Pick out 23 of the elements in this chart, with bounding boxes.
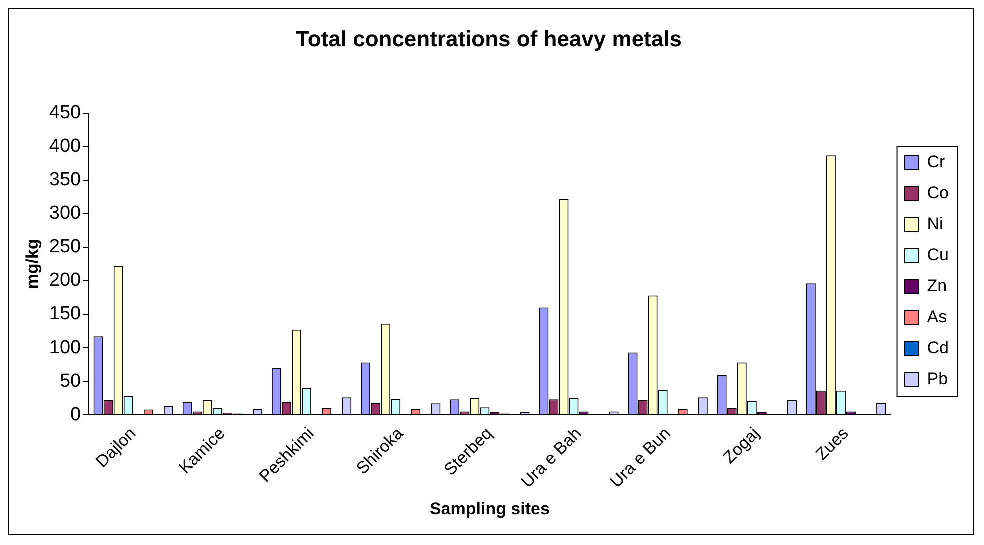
legend-label: Pb xyxy=(927,370,948,389)
legend-label: Cd xyxy=(927,338,950,358)
legend-label: Cu xyxy=(927,246,950,265)
legend-label: Co xyxy=(927,184,950,203)
x-axis-title: Sampling sites xyxy=(430,499,550,518)
legend-label: As xyxy=(927,308,948,327)
y-tick-label: 150 xyxy=(49,304,82,325)
y-tick-label: 350 xyxy=(49,170,82,191)
y-tick-label: 400 xyxy=(49,136,82,158)
x-tick-label: Ura e Bun xyxy=(606,424,674,492)
x-tick-label: Ura e Bah xyxy=(518,424,586,492)
legend-label: Cr xyxy=(927,152,946,172)
y-tick-label: 50 xyxy=(60,370,82,392)
y-tick-label: 300 xyxy=(49,203,82,224)
y-tick-label: 200 xyxy=(49,270,82,292)
legend-label: Ni xyxy=(927,214,944,234)
legend-label: Zn xyxy=(927,276,948,296)
y-tick-label: 100 xyxy=(49,337,82,358)
y-tick-label: 0 xyxy=(70,404,82,426)
y-axis-title: mg/kg xyxy=(22,239,42,290)
y-tick-label: 450 xyxy=(49,102,82,124)
chart-title: Total concentrations of heavy metals xyxy=(296,26,682,52)
y-tick-label: 250 xyxy=(49,236,82,258)
